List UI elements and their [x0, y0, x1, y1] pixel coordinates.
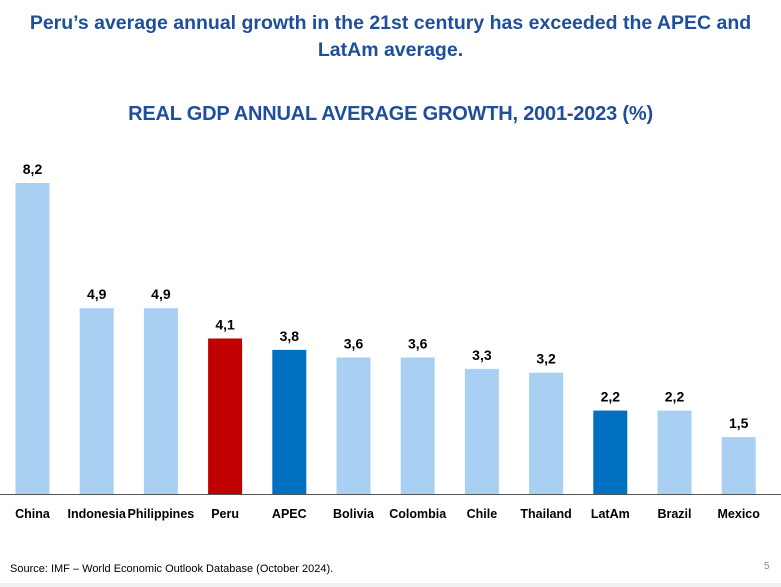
category-label-bolivia: Bolivia: [333, 507, 375, 521]
value-label-bolivia: 3,6: [344, 335, 364, 351]
bar-philippines: [143, 308, 178, 494]
bar-peru: [208, 338, 243, 494]
source-note: Source: IMF – World Economic Outlook Dat…: [10, 563, 334, 575]
category-label-latam: LatAm: [591, 507, 630, 521]
category-label-thailand: Thailand: [520, 507, 571, 521]
headline: Peru’s average annual growth in the 21st…: [0, 10, 781, 64]
headline-line-1: Peru’s average annual growth in the 21st…: [29, 12, 752, 34]
category-label-apec: APEC: [272, 507, 307, 521]
value-label-colombia: 3,6: [408, 335, 428, 351]
headline-line-2: LatAm average.: [317, 39, 464, 61]
category-label-peru: Peru: [211, 507, 239, 521]
bar-thailand: [529, 372, 564, 494]
category-label-indonesia: Indonesia: [68, 507, 127, 521]
category-label-colombia: Colombia: [389, 507, 447, 521]
value-label-mexico: 1,5: [729, 415, 749, 431]
bar-china: [15, 183, 50, 494]
bar-bolivia: [336, 357, 371, 494]
category-label-brazil: Brazil: [657, 507, 691, 521]
bar-brazil: [657, 410, 692, 494]
value-label-indonesia: 4,9: [87, 286, 107, 302]
value-label-brazil: 2,2: [665, 389, 685, 405]
bar-colombia: [400, 357, 435, 494]
bar-latam: [593, 410, 628, 494]
category-label-mexico: Mexico: [718, 507, 761, 521]
bar-indonesia: [79, 308, 114, 494]
value-label-thailand: 3,2: [536, 351, 556, 367]
bar-mexico: [721, 437, 756, 494]
value-label-chile: 3,3: [472, 347, 492, 363]
value-label-peru: 4,1: [215, 317, 235, 333]
value-label-china: 8,2: [23, 161, 43, 177]
bottom-rule: [0, 583, 781, 587]
page-number: 5: [764, 561, 770, 572]
bar-chile: [464, 368, 499, 494]
chart-title: REAL GDP ANNUAL AVERAGE GROWTH, 2001-202…: [128, 103, 653, 125]
category-label-philippines: Philippines: [128, 507, 195, 521]
category-label-china: China: [15, 507, 51, 521]
value-label-philippines: 4,9: [151, 286, 171, 302]
bar-apec: [272, 349, 307, 494]
value-label-apec: 3,8: [280, 328, 300, 344]
category-label-chile: Chile: [467, 507, 498, 521]
value-label-latam: 2,2: [601, 389, 621, 405]
